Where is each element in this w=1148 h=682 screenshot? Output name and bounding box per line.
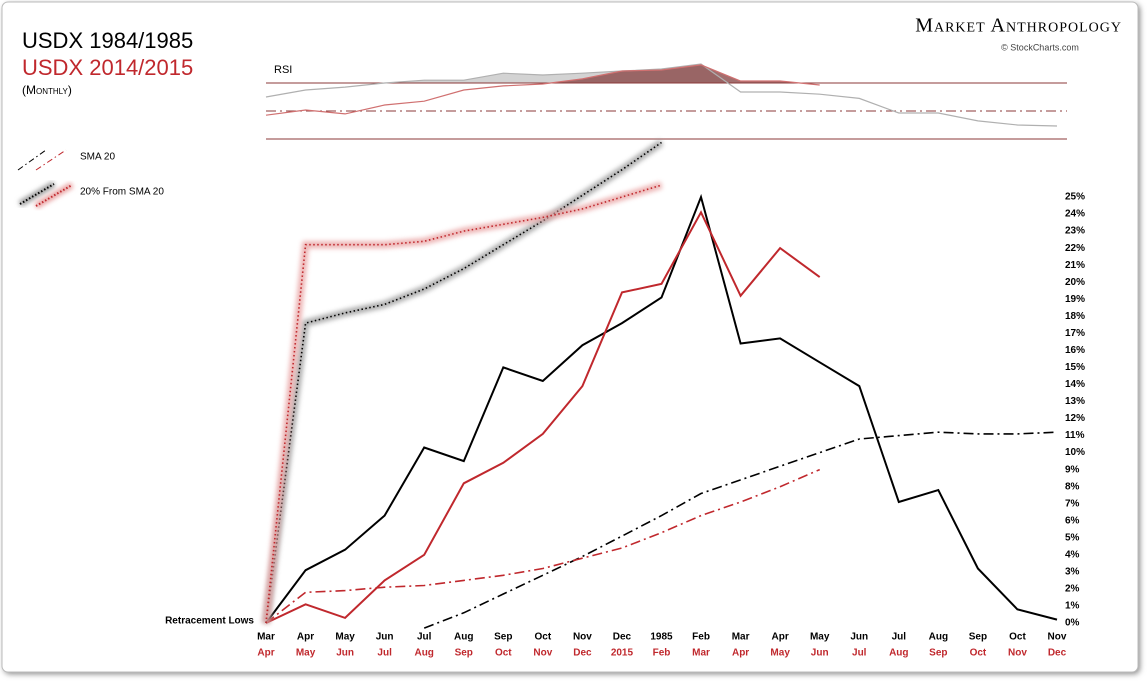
legend-label: SMA 20 [80,152,115,163]
y-tick-label: 8% [1065,481,1080,492]
legend-swatch [35,149,67,171]
x-tick-label: Oct [1009,632,1026,643]
y-tick-label: 6% [1065,515,1080,526]
frame [1,1,1139,673]
y-tick-label: 24% [1065,209,1085,220]
legend-swatch [19,183,55,205]
y-tick-label: 10% [1065,447,1085,458]
y-tick-label: 22% [1065,243,1085,254]
x-tick-label: Mar [732,632,750,643]
x-tick-label-2: Feb [653,648,671,659]
x-tick-label: Apr [297,632,314,643]
x-tick-label-2: May [770,648,790,659]
series-line [265,468,821,624]
series-line [265,193,1058,624]
x-tick-label: Sep [494,632,512,643]
y-tick-label: 19% [1065,294,1085,305]
y-tick-label: 9% [1065,464,1080,475]
x-tick-label: May [810,632,830,643]
y-tick-label: 2% [1065,584,1080,595]
x-tick-label-2: Sep [929,648,947,659]
x-tick-label: Jun [376,632,394,643]
credit: © StockCharts.com [1001,42,1079,52]
x-tick-label-2: May [296,648,316,659]
x-tick-label: Jun [850,632,868,643]
x-tick-label: Feb [692,632,710,643]
x-tick-label-2: Dec [573,648,592,659]
x-tick-label: May [335,632,355,643]
y-tick-label: 13% [1065,396,1085,407]
x-tick-label: Mar [257,632,275,643]
y-tick-label: 15% [1065,362,1085,373]
x-tick-label: Sep [969,632,987,643]
annotation: Retracement Lows [165,616,254,627]
rsi-area [266,64,820,83]
brand: Market Anthropology [915,15,1122,37]
rsi-line [265,63,1058,127]
x-tick-label: Oct [535,632,552,643]
x-tick-label: Nov [573,632,592,643]
x-tick-label-2: Nov [1008,648,1027,659]
x-tick-label-2: Oct [970,648,987,659]
x-tick-label-2: Nov [533,648,552,659]
y-tick-label: 4% [1065,549,1080,560]
y-tick-label: 18% [1065,311,1085,322]
rsi-label: RSI [274,64,292,76]
series-line [423,431,1058,629]
x-tick-label: Dec [613,632,632,643]
x-tick-label: Apr [772,632,789,643]
y-tick-label: 5% [1065,532,1080,543]
x-tick-label-2: Oct [495,648,512,659]
x-tick-label-2: Aug [889,648,908,659]
y-tick-label: 25% [1065,192,1085,203]
x-tick-label-2: Mar [692,648,710,659]
y-tick-label: 16% [1065,345,1085,356]
x-tick-label-2: Aug [414,648,433,659]
y-tick-label: 17% [1065,328,1085,339]
x-tick-label: 1985 [650,632,673,643]
x-tick-label-2: Sep [455,648,473,659]
x-tick-label: Jul [417,632,432,643]
legend-label: 20% From SMA 20 [80,187,164,198]
y-tick-label: 3% [1065,567,1080,578]
y-tick-label: 23% [1065,226,1085,237]
x-tick-label: Aug [454,632,473,643]
legend-swatch-glow [34,182,74,209]
x-tick-label-2: 2015 [611,648,634,659]
series-line [265,210,821,624]
y-tick-label: 0% [1065,618,1080,629]
y-tick-label: 12% [1065,413,1085,424]
y-tick-label: 11% [1065,430,1085,441]
x-tick-label-2: Jul [852,648,867,659]
line-glow [262,139,664,624]
x-tick-label: Nov [1048,632,1067,643]
title-2014: USDX 2014/2015 [22,55,193,80]
y-tick-label: 20% [1065,277,1085,288]
title-1984: USDX 1984/1985 [22,28,193,53]
subtitle: (Monthly) [22,83,72,97]
x-tick-label-2: Dec [1048,648,1067,659]
x-tick-label: Aug [929,632,948,643]
x-tick-label-2: Jun [811,648,829,659]
x-tick-label: Jul [892,632,907,643]
x-tick-label-2: Apr [257,648,274,659]
rsi-line [265,64,820,116]
x-tick-label-2: Jun [336,648,354,659]
x-tick-label-2: Apr [732,648,749,659]
series-line [265,184,662,624]
y-tick-label: 21% [1065,260,1085,271]
y-tick-label: 7% [1065,498,1080,509]
legend-swatch [17,149,47,171]
y-tick-label: 14% [1065,379,1085,390]
x-tick-label-2: Jul [377,648,392,659]
y-tick-label: 1% [1065,601,1080,612]
